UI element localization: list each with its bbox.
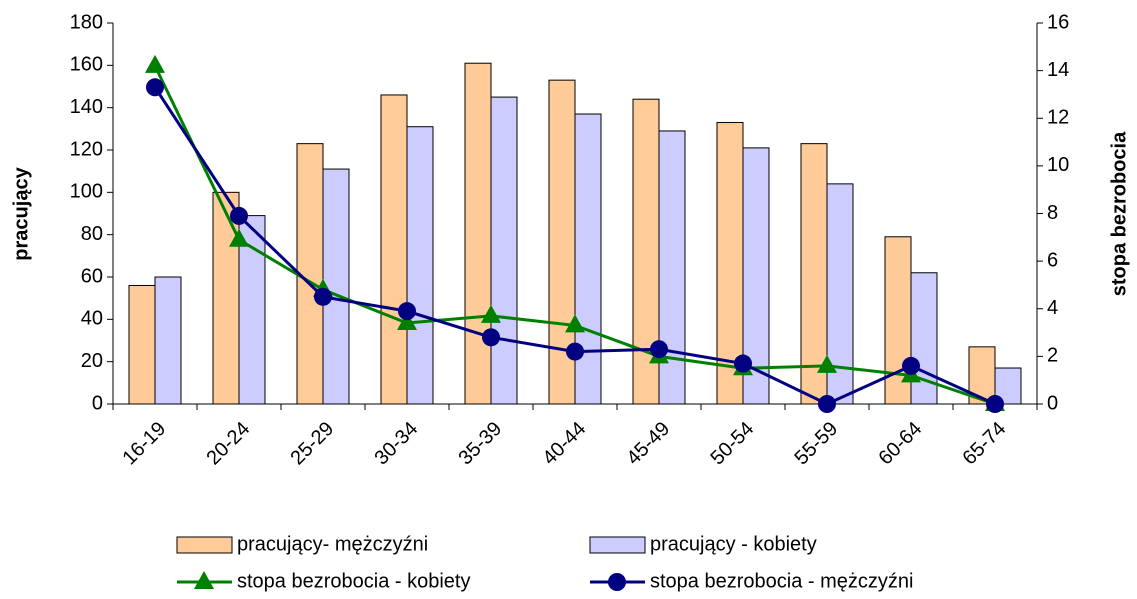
y-tick-label: 180 [70,11,103,33]
legend-swatch [176,536,233,554]
bar [464,62,492,405]
x-tick-label: 16-19 [119,418,171,470]
marker [146,78,164,97]
y-tick-label: 100 [70,181,103,203]
marker [481,304,501,323]
y-tick-label: 160 [70,54,103,76]
bar [154,276,182,405]
legend-label: stopa bezrobocia - kobiety [237,570,470,592]
y-tick-label: 20 [81,350,103,372]
x-tick-label: 30-34 [371,418,423,470]
marker [817,354,837,373]
x-tick-label: 55-59 [791,418,843,470]
bar [800,143,828,405]
x-tick-label: 50-54 [707,418,759,470]
y2-tick-label: 12 [1047,107,1069,129]
y2-tick-label: 16 [1047,11,1069,33]
y-tick-label: 140 [70,96,103,118]
x-tick-label: 40-44 [539,418,591,470]
bar [490,96,518,405]
x-tick-label: 65-74 [959,418,1011,470]
y2-axis-title: stopa bezrobocia [1108,131,1130,296]
legend-label: pracujący- mężczyźni [237,533,428,555]
bar [296,143,324,405]
marker [734,354,752,373]
bar [128,284,156,405]
marker [397,312,417,331]
marker [566,342,584,361]
marker [229,228,249,247]
marker [314,287,332,306]
bar [406,126,434,405]
y2-tick-label: 2 [1047,345,1058,367]
x-tick-label: 20-24 [203,418,255,470]
legend-marker [194,571,214,589]
y2-tick-label: 0 [1047,392,1058,414]
y-tick-label: 60 [81,265,103,287]
x-tick-label: 45-49 [623,418,675,470]
y2-tick-label: 6 [1047,249,1058,271]
marker [398,302,416,321]
marker [902,356,920,375]
legend-label: pracujący - kobiety [650,533,817,555]
bar [380,94,408,405]
bar [212,191,240,405]
y2-tick-label: 8 [1047,202,1058,224]
x-tick-label: 60-64 [875,418,927,470]
y-tick-label: 120 [70,138,103,160]
x-tick-label: 25-29 [287,418,339,470]
y-tick-label: 80 [81,223,103,245]
legend-label: stopa bezrobocia - mężczyźni [650,570,913,592]
y-tick-label: 40 [81,308,103,330]
marker [145,54,165,73]
legend-marker [608,573,626,591]
marker [650,340,668,359]
bar [574,113,602,405]
x-tick-label: 35-39 [455,418,507,470]
marker [482,328,500,347]
legend-swatch [589,536,646,554]
marker [986,395,1004,413]
y-tick-label: 0 [92,392,103,414]
y2-tick-label: 4 [1047,297,1058,319]
marker [230,206,248,225]
y-axis-title: pracujący [10,166,32,260]
marker [565,314,585,333]
y2-tick-label: 14 [1047,59,1069,81]
marker [818,395,836,413]
y2-tick-label: 10 [1047,154,1069,176]
